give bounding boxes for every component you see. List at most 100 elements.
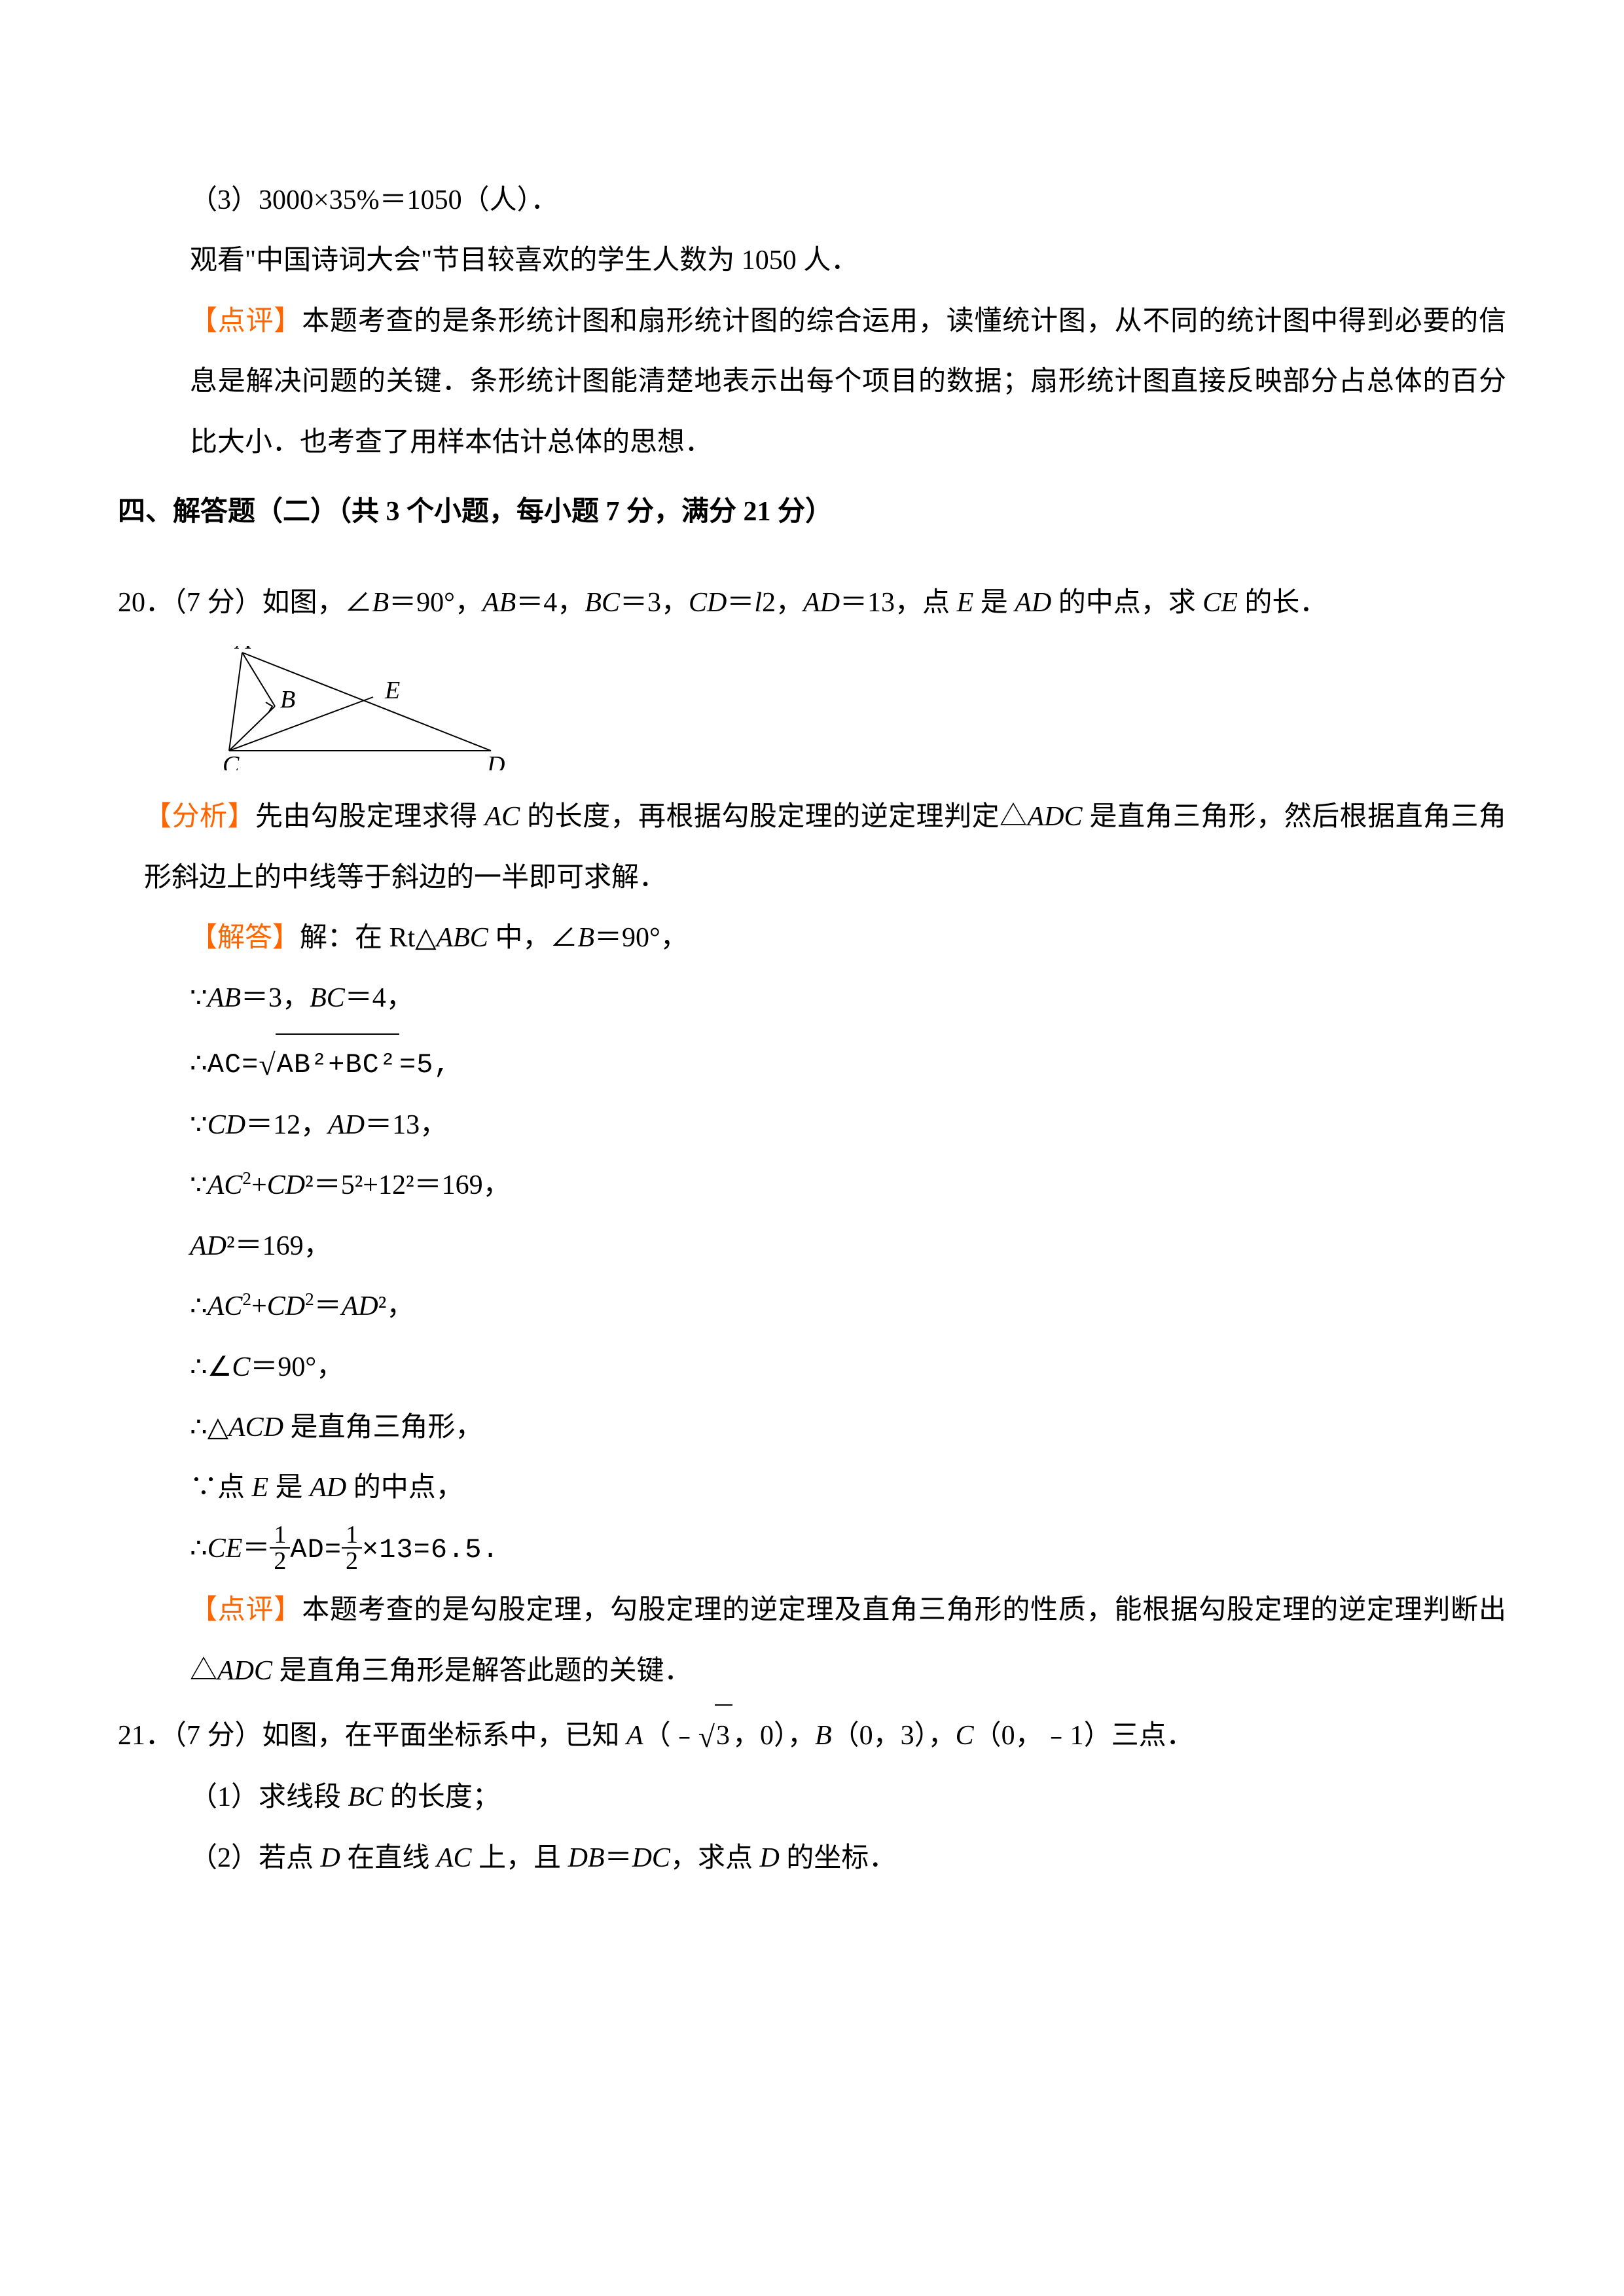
q20-solve-3: ∴AC= AB²+BC²=5, <box>118 1029 1506 1095</box>
q20-solve-7: ∴AC2+CD2＝AD²， <box>118 1276 1506 1336</box>
svg-text:E: E <box>384 677 400 704</box>
q20-l: l <box>754 588 762 618</box>
q20-solve-5: ∵AC2+CD²＝5²+12²＝169， <box>118 1155 1506 1215</box>
svg-text:D: D <box>486 751 505 770</box>
t: （﹣ <box>643 1721 698 1751</box>
t: 是 <box>973 588 1015 618</box>
q20-BC: BC <box>585 588 620 618</box>
q20-CD: CD <box>689 588 727 618</box>
t: DC <box>632 1843 670 1873</box>
q20-E: E <box>957 588 974 618</box>
t: ∴∠ <box>190 1352 232 1382</box>
sqrt-3-icon: 3 <box>698 1701 732 1767</box>
radicand: AB²+BC² <box>276 1033 399 1095</box>
t: CD <box>267 1170 305 1200</box>
t: ＝4， <box>345 983 414 1013</box>
t: ∵点 <box>190 1473 252 1503</box>
q20-figure: A B C D E <box>216 646 1506 774</box>
t: DB <box>568 1843 605 1873</box>
t: AC= <box>208 1049 259 1081</box>
t: AD <box>190 1231 226 1261</box>
t: 是 <box>268 1473 310 1503</box>
t: A <box>626 1721 643 1751</box>
t: ∴△ <box>190 1412 228 1443</box>
t: ＝90°， <box>250 1352 344 1382</box>
svg-text:A: A <box>234 646 251 655</box>
t: AC <box>208 1170 243 1200</box>
t: AC <box>485 802 520 832</box>
comment-text: 本题考查的是条形统计图和扇形统计图的综合运用，读懂统计图，从不同的统计图中得到必… <box>190 306 1506 457</box>
t: C <box>232 1352 250 1382</box>
t: ∴ <box>190 1291 208 1321</box>
t: BC <box>348 1782 384 1812</box>
t: 的坐标． <box>780 1843 897 1873</box>
t: 的中点， <box>346 1473 463 1503</box>
t: 先由勾股定理求得 <box>255 802 485 832</box>
q20-solve-8: ∴∠C＝90°， <box>118 1337 1506 1397</box>
t: 在直线 <box>340 1843 437 1873</box>
numerator: 1 <box>342 1522 362 1549</box>
q20-AD: AD <box>803 588 840 618</box>
t: ADC <box>1028 802 1083 832</box>
q20-B: B <box>372 588 389 618</box>
t: ，求点 <box>670 1843 760 1873</box>
t: ，0）， <box>732 1721 815 1751</box>
t: AD <box>328 1110 365 1140</box>
t: ACD <box>228 1412 283 1443</box>
q20-solve-9: ∴△ACD 是直角三角形， <box>118 1397 1506 1458</box>
t: ²＝169， <box>226 1231 331 1261</box>
svg-text:B: B <box>280 686 295 713</box>
t: 的长度； <box>383 1782 500 1812</box>
q20-AB: AB <box>482 588 516 618</box>
t: E <box>252 1473 269 1503</box>
para-conclusion: 观看"中国诗词大会"节目较喜欢的学生人数为 1050 人． <box>118 230 1506 291</box>
t: AC <box>208 1291 243 1321</box>
t: ＝3， <box>620 588 689 618</box>
t: ABC <box>437 923 488 953</box>
para-3-calc: （3）3000×35%＝1050（人）． <box>118 170 1506 230</box>
t: ＝ <box>727 588 754 618</box>
t: ＝ <box>605 1843 632 1873</box>
t: 2＝ <box>305 1291 342 1321</box>
comment-label-2: 【点评】 <box>190 1595 302 1625</box>
t: 的长度，再根据勾股定理的逆定理判定△ <box>520 802 1027 832</box>
page-root: （3）3000×35%＝1050（人）． 观看"中国诗词大会"节目较喜欢的学生人… <box>0 0 1624 2006</box>
q20-solve-2: ∵AB＝3，BC＝4， <box>118 968 1506 1028</box>
t: =5, <box>399 1049 451 1081</box>
q20-AD2: AD <box>1015 588 1051 618</box>
t: ²＝5²+12²＝169， <box>305 1170 510 1200</box>
t: ＝4， <box>516 588 585 618</box>
q20-comment: 【点评】本题考查的是勾股定理，勾股定理的逆定理及直角三角形的性质，能根据勾股定理… <box>118 1580 1506 1701</box>
t: BC <box>310 983 345 1013</box>
section-4-header: 四、解答题（二）（共 3 个小题，每小题 7 分，满分 21 分） <box>118 479 1506 545</box>
q20-solve-1: 【解答】解：在 Rt△ABC 中，∠B＝90°， <box>118 908 1506 968</box>
t: （1）求线段 <box>190 1782 348 1812</box>
t: ∵ <box>190 1110 208 1140</box>
analysis-label: 【分析】 <box>144 802 255 832</box>
t: AB <box>208 983 241 1013</box>
t: AC <box>437 1843 472 1873</box>
svg-text:C: C <box>223 751 240 770</box>
t: C <box>956 1721 974 1751</box>
t: B <box>577 923 594 953</box>
t: CD <box>208 1110 245 1140</box>
t: ∴ <box>190 1049 208 1079</box>
t: 上，且 <box>472 1843 568 1873</box>
t: （0，﹣1）三点． <box>974 1721 1194 1751</box>
q20-solve-11: ∴CE＝12AD=12×13=6.5. <box>118 1518 1506 1580</box>
t: 2+ <box>242 1291 266 1321</box>
q20-head: 20．（7 分）如图，∠ <box>118 588 372 618</box>
q20-stem: 20．（7 分）如图，∠B＝90°，AB＝4，BC＝3，CD＝l2，AD＝13，… <box>118 573 1506 633</box>
t: ADC <box>217 1656 272 1686</box>
t: AD <box>310 1473 346 1503</box>
denominator: 2 <box>270 1549 290 1573</box>
q20-solve-10: ∵点 E 是 AD 的中点， <box>118 1458 1506 1518</box>
t: ∵ <box>190 1170 208 1200</box>
para-comment-1: 【点评】本题考查的是条形统计图和扇形统计图的综合运用，读懂统计图，从不同的统计图… <box>118 291 1506 473</box>
q20-CE: CE <box>1202 588 1238 618</box>
t: （0，3）， <box>832 1721 956 1751</box>
t: ＝90°， <box>594 923 688 953</box>
t: AD= <box>290 1534 342 1566</box>
comment-label: 【点评】 <box>190 306 302 336</box>
t: 2， <box>762 588 803 618</box>
